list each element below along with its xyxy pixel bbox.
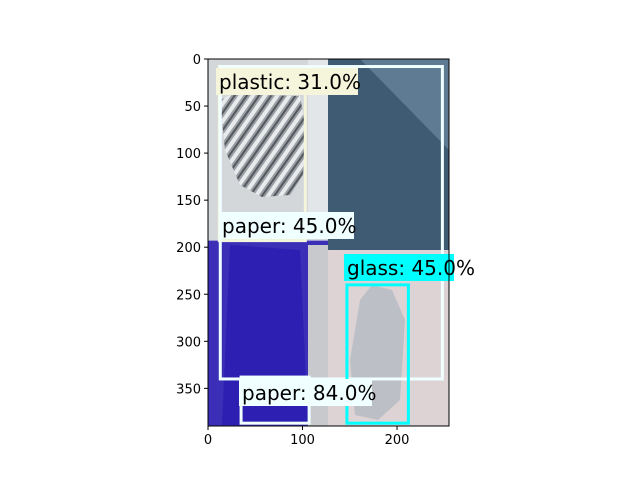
detection-label-glass: glass: 45.0% [347,256,475,280]
axes-frame [207,58,450,427]
y-tick-label: 100 [176,147,201,162]
detection-label-background [344,254,454,281]
detection-box-glass-2 [345,283,410,425]
foil-photo-background [308,59,328,239]
y-tick-label: 200 [176,241,201,256]
y-tick-label: 350 [176,382,201,397]
detection-label-background [216,68,358,95]
x-tick-label: 0 [204,433,212,448]
detection-labels: plastic: 31.0% paper: 45.0% glass: 45.0% pa… [216,68,475,406]
y-tick-label: 150 [176,194,201,209]
y-tick-label: 0 [193,53,201,68]
detection-label-plastic: plastic: 31.0% [219,70,361,94]
x-tick-label: 100 [290,433,315,448]
detection-label-paper: paper: 45.0% [222,214,356,238]
y-tick-label: 300 [176,335,201,350]
crumpled-foil [220,90,306,197]
y-tick-label: 50 [184,100,201,115]
y-tick-label: 250 [176,288,201,303]
detection-label-background [219,212,354,239]
axes: 0 100 200 0 50 100 150 200 250 300 350 [176,53,450,448]
x-tick-label: 200 [385,433,410,448]
detection-label-paper: paper: 84.0% [242,381,376,405]
detection-label-background [239,379,372,406]
blue-box-lid [360,59,449,150]
